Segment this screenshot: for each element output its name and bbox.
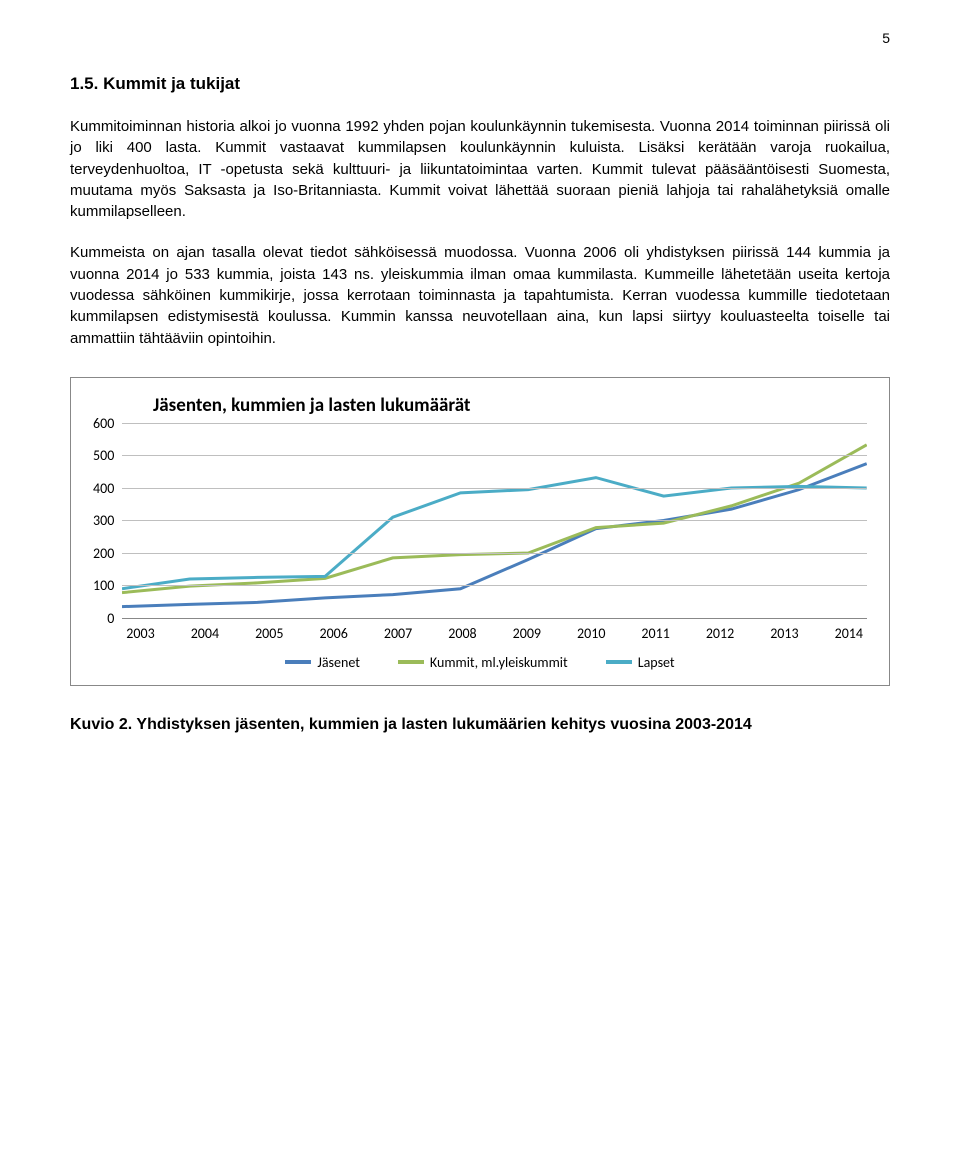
- y-tick-label: 0: [107, 610, 114, 627]
- legend-swatch: [398, 660, 424, 664]
- legend-swatch: [606, 660, 632, 664]
- gridline: [122, 455, 867, 456]
- x-tick-label: 2011: [641, 625, 669, 642]
- page-number: 5: [70, 30, 890, 46]
- plot-area: [122, 423, 867, 619]
- gridline: [122, 488, 867, 489]
- chart-container: Jäsenten, kummien ja lasten lukumäärät 6…: [70, 377, 890, 686]
- y-tick-label: 400: [93, 480, 114, 497]
- y-axis: 600 500 400 300 200 100 0: [93, 415, 122, 627]
- legend-item: Jäsenet: [285, 654, 360, 671]
- x-tick-label: 2006: [319, 625, 347, 642]
- x-tick-label: 2008: [448, 625, 476, 642]
- legend-label: Jäsenet: [317, 654, 360, 671]
- gridline: [122, 520, 867, 521]
- chart-legend: Jäsenet Kummit, ml.yleiskummit Lapset: [93, 654, 867, 671]
- y-tick-label: 500: [93, 447, 114, 464]
- y-tick-label: 100: [93, 577, 114, 594]
- x-tick-label: 2012: [706, 625, 734, 642]
- gridline: [122, 553, 867, 554]
- plot-wrap: 2003 2004 2005 2006 2007 2008 2009 2010 2011 2012…: [122, 423, 867, 642]
- legend-item: Kummit, ml.yleiskummit: [398, 654, 568, 671]
- x-axis: 2003 2004 2005 2006 2007 2008 2009 2010 2011 2012…: [122, 625, 867, 642]
- x-tick-label: 2007: [384, 625, 412, 642]
- figure-caption: Kuvio 2. Yhdistyksen jäsenten, kummien j…: [70, 714, 890, 736]
- y-tick-label: 600: [93, 415, 114, 432]
- legend-label: Lapset: [638, 654, 675, 671]
- legend-item: Lapset: [606, 654, 675, 671]
- section-heading: 1.5. Kummit ja tukijat: [70, 74, 890, 94]
- series-line: [122, 478, 867, 589]
- y-tick-label: 300: [93, 512, 114, 529]
- x-tick-label: 2013: [770, 625, 798, 642]
- x-tick-label: 2009: [513, 625, 541, 642]
- x-tick-label: 2010: [577, 625, 605, 642]
- x-tick-label: 2003: [126, 625, 154, 642]
- chart-title: Jäsenten, kummien ja lasten lukumäärät: [153, 394, 867, 417]
- gridline: [122, 423, 867, 424]
- gridline: [122, 585, 867, 586]
- x-tick-label: 2005: [255, 625, 283, 642]
- legend-swatch: [285, 660, 311, 664]
- series-line: [122, 445, 867, 593]
- y-tick-label: 200: [93, 545, 114, 562]
- x-tick-label: 2014: [835, 625, 863, 642]
- x-tick-label: 2004: [191, 625, 219, 642]
- chart-area: 6005004003002001000 20032004200520062007…: [93, 423, 867, 642]
- body-paragraph-2: Kummeista on ajan tasalla olevat tiedot …: [70, 242, 890, 348]
- body-paragraph-1: Kummitoiminnan historia alkoi jo vuonna …: [70, 116, 890, 222]
- legend-label: Kummit, ml.yleiskummit: [430, 654, 568, 671]
